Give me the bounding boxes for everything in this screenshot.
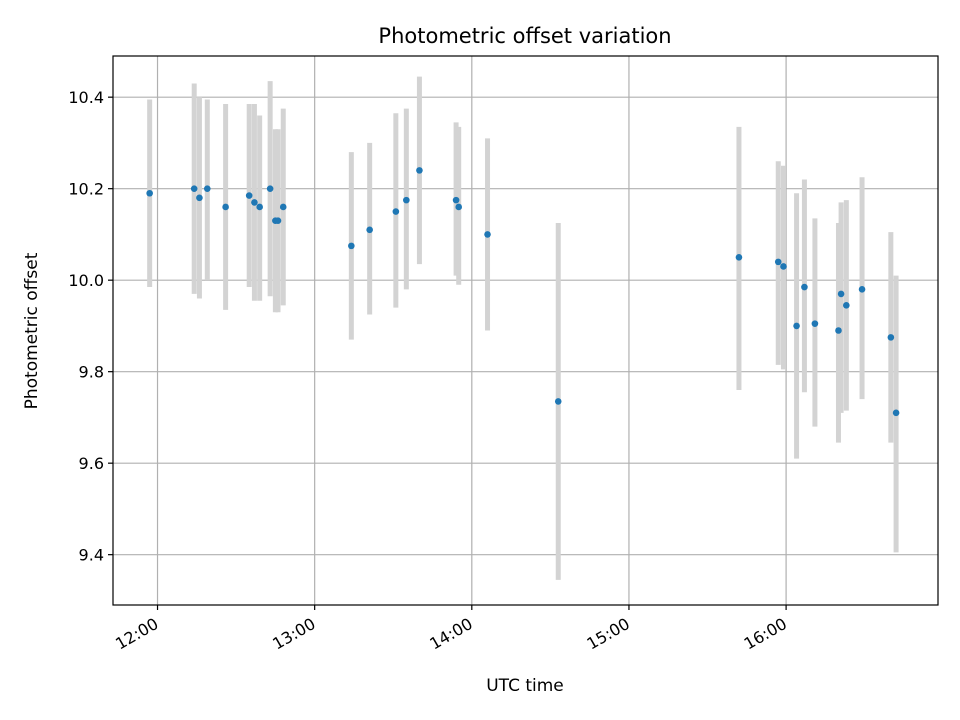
data-point [780,263,787,270]
data-point [392,208,400,215]
x-axis-title: UTC time [486,676,564,696]
y-axis: 9.4 9.6 9.8 10.0 10.2 10.4 [68,88,113,565]
data-point [274,217,282,224]
y-tick-label: 10.0 [68,271,104,290]
data-point [484,231,491,238]
data-point [366,226,373,234]
data-point [256,203,263,211]
data-point [793,322,800,330]
y-tick-label: 9.4 [79,546,104,565]
data-point [858,286,866,293]
data-points [146,167,900,417]
data-point [892,409,900,417]
data-point [245,192,253,199]
data-point [835,327,842,334]
data-point [196,194,203,202]
data-point [801,283,808,291]
data-point [279,203,287,211]
data-point [452,196,460,204]
data-point [843,302,850,309]
data-point [887,334,895,341]
data-point [837,290,845,298]
data-point [774,258,782,266]
data-point [222,203,229,211]
data-point [416,167,423,174]
data-point [266,185,274,192]
data-point [554,398,562,405]
data-point [403,196,410,204]
chart-title: Photometric offset variation [378,24,671,48]
data-point [146,189,153,197]
y-tick-label: 9.6 [79,454,104,473]
data-point [348,242,355,250]
data-point [251,199,258,206]
y-axis-title: Photometric offset [22,252,42,409]
data-point [190,185,198,192]
data-point [455,203,463,211]
plot-area-frame [112,55,939,606]
data-point [735,253,743,261]
data-point [203,185,211,192]
data-point [811,320,819,327]
y-tick-label: 10.2 [68,180,104,199]
y-tick-label: 10.4 [68,88,104,107]
y-tick-label: 9.8 [79,363,104,382]
